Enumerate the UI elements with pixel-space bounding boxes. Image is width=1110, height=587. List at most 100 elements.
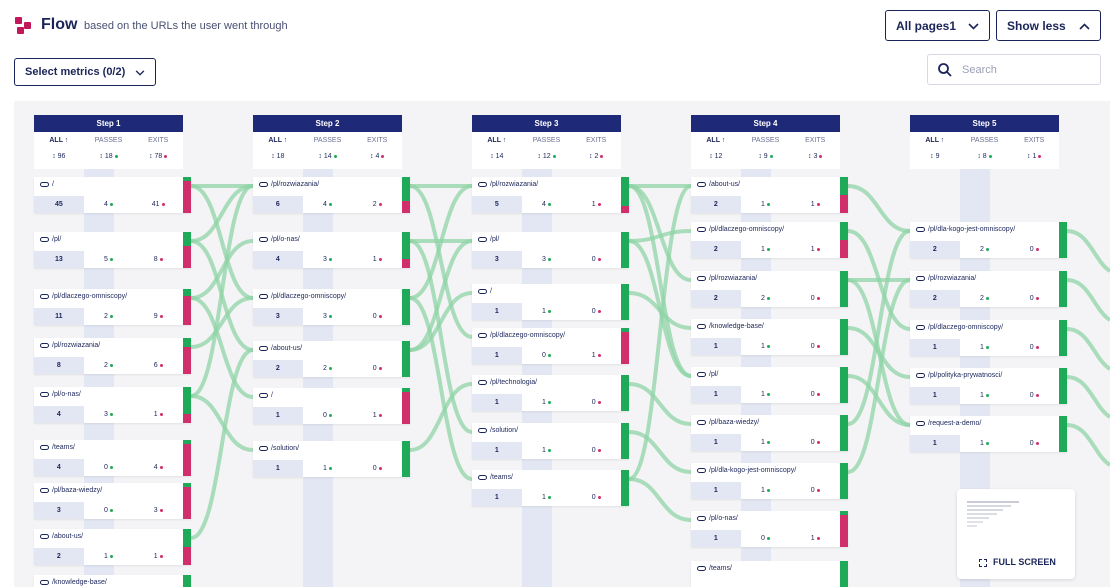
column-passes[interactable]: PASSES ↕ 12 <box>522 132 572 169</box>
column-passes[interactable]: PASSES ↕ 9 <box>741 132 791 169</box>
column-exits[interactable]: EXITS ↕ 78 <box>133 132 183 169</box>
flow-node[interactable]: / 1 0 1 <box>253 388 410 424</box>
flow-link[interactable] <box>190 348 254 540</box>
flow-link[interactable] <box>190 184 254 300</box>
flow-link[interactable] <box>409 184 473 339</box>
flow-node[interactable]: /teams/1 1 0 <box>472 470 629 506</box>
flow-link[interactable] <box>190 239 254 300</box>
flow-node[interactable]: /solution/1 1 0 <box>472 423 629 459</box>
flow-node[interactable]: /solution/1 1 0 <box>253 441 410 477</box>
flow-link[interactable] <box>1066 327 1110 371</box>
flow-link[interactable] <box>847 278 911 474</box>
flow-node[interactable]: /about-us/2 1 1 <box>34 529 191 565</box>
flow-node[interactable]: /about-us/2 2 0 <box>253 341 410 377</box>
flow-node[interactable]: /pl/rozwiazania/2 2 0 <box>691 271 848 307</box>
flow-node[interactable]: /pl/dla-kogo-jest-omniscopy/1 1 0 <box>691 463 848 499</box>
link-icon <box>916 372 925 378</box>
flow-node[interactable]: /pl/dla-kogo-jest-omniscopy/2 2 0 <box>910 222 1067 258</box>
flow-node[interactable]: / 45 4 41 <box>34 177 191 213</box>
flow-link[interactable] <box>628 430 692 474</box>
column-exits[interactable]: EXITS ↕ 3 <box>790 132 840 169</box>
flow-link[interactable] <box>847 278 911 427</box>
column-exits[interactable]: EXITS ↕ 1 <box>1009 132 1059 169</box>
flow-link[interactable] <box>628 382 692 426</box>
full-screen-button[interactable]: FULL SCREEN <box>979 557 1056 567</box>
flow-node[interactable]: /pl/rozwiazania/8 2 6 <box>34 338 191 374</box>
flow-node[interactable]: /knowledge-base/1 1 0 <box>691 319 848 355</box>
flow-link[interactable] <box>628 184 692 481</box>
flow-canvas[interactable]: Step 1 ALL ↑ ↕ 96 PASSES ↕ 18 EXITS ↕ 78/45 4 41… <box>14 101 1110 587</box>
column-all-sort[interactable]: ALL ↑ ↕ 14 <box>472 132 522 169</box>
flow-node[interactable]: /pl/dlaczego-omniscopy/1 0 1 <box>472 328 629 364</box>
column-exits[interactable]: EXITS ↕ 2 <box>571 132 621 169</box>
flow-node[interactable]: /1 1 0 <box>472 284 629 320</box>
flow-node[interactable]: /pl/o-nas/4 3 1 <box>253 232 410 268</box>
flow-node[interactable]: /pl/rozwiazania/6 4 2 <box>253 177 410 213</box>
flow-link[interactable] <box>847 229 911 426</box>
node-passes: 4 <box>303 196 353 213</box>
flow-node[interactable]: /pl/1 1 0 <box>691 367 848 403</box>
flow-link[interactable] <box>847 374 911 427</box>
flow-node[interactable]: /teams/4 0 4 <box>34 440 191 476</box>
column-passes[interactable]: PASSES ↕ 8 <box>960 132 1010 169</box>
show-less-toggle[interactable]: Show less <box>996 10 1101 41</box>
link-icon <box>478 181 487 187</box>
flow-link[interactable] <box>409 296 473 481</box>
flow-node[interactable]: /pl/baza-wiedzy/3 0 3 <box>34 483 191 519</box>
flow-node[interactable]: /pl/dlaczego-omniscopy/11 2 9 <box>34 289 191 325</box>
flow-node[interactable]: /pl/o-nas/4 3 1 <box>34 387 191 423</box>
exits-dot-icon <box>378 366 382 370</box>
column-exits[interactable]: EXITS ↕ 4 <box>352 132 402 169</box>
flow-link[interactable] <box>409 239 473 352</box>
passes-bar <box>183 338 191 347</box>
column-all-sort[interactable]: ALL ↑ ↕ 18 <box>253 132 303 169</box>
flow-node[interactable]: /pl/polityka-prywatnosci/1 1 0 <box>910 368 1067 404</box>
flow-node[interactable]: /request-a-demo/1 1 0 <box>910 416 1067 452</box>
select-metrics-dropdown[interactable]: Select metrics (0/2) <box>14 58 156 86</box>
flow-link[interactable] <box>1066 375 1110 419</box>
flow-link[interactable] <box>190 296 254 349</box>
column-passes[interactable]: PASSES ↕ 18 <box>84 132 134 169</box>
flow-link[interactable] <box>190 394 254 452</box>
search-box[interactable] <box>927 54 1101 85</box>
flow-link[interactable] <box>409 184 473 300</box>
exits-dot-icon <box>816 296 820 300</box>
flow-link[interactable] <box>190 239 254 352</box>
column-all-sort[interactable]: ALL ↑ ↕ 96 <box>34 132 84 169</box>
flow-node[interactable]: /pl/rozwiazania/2 2 0 <box>910 271 1067 307</box>
flow-node[interactable]: /pl/technologia/1 1 0 <box>472 375 629 411</box>
flow-link[interactable] <box>628 477 692 522</box>
flow-link[interactable] <box>1066 278 1110 322</box>
flow-link[interactable] <box>628 229 692 243</box>
flow-link[interactable] <box>1066 423 1110 467</box>
flow-link[interactable] <box>409 382 473 452</box>
flow-node[interactable]: /pl/13 5 8 <box>34 232 191 268</box>
column-all-sort[interactable]: ALL ↑ ↕ 9 <box>910 132 960 169</box>
flow-link[interactable] <box>847 184 911 233</box>
flow-node[interactable]: /pl/dlaczego-omniscopy/2 1 1 <box>691 222 848 258</box>
column-all-sort[interactable]: ALL ↑ ↕ 12 <box>691 132 741 169</box>
flow-node[interactable]: /teams/ <box>691 561 848 587</box>
flow-link[interactable] <box>1066 229 1110 273</box>
flow-node[interactable]: /about-us/2 1 1 <box>691 177 848 213</box>
flow-node[interactable]: /pl/o-nas/1 0 1 <box>691 511 848 547</box>
flow-node[interactable]: /pl/3 3 0 <box>472 232 629 268</box>
flow-link[interactable] <box>628 291 692 330</box>
minimap[interactable]: FULL SCREEN <box>957 489 1075 579</box>
flow-link[interactable] <box>190 296 254 399</box>
all-pages-dropdown[interactable]: All pages1 <box>885 10 990 41</box>
flow-node[interactable]: /knowledge-base/ <box>34 575 191 587</box>
flow-node[interactable]: /pl/baza-wiedzy/1 1 0 <box>691 415 848 451</box>
flow-node[interactable]: /pl/dlaczego-omniscopy/3 3 0 <box>253 289 410 325</box>
node-exits: 1 <box>571 347 621 364</box>
flow-node[interactable]: /pl/dlaczego-omniscopy/1 1 0 <box>910 320 1067 356</box>
flow-link[interactable] <box>409 239 473 434</box>
column-passes[interactable]: PASSES ↕ 14 <box>303 132 353 169</box>
flow-link[interactable] <box>190 184 254 243</box>
search-input[interactable] <box>962 61 1092 79</box>
page-subtitle: based on the URLs the user went through <box>84 20 288 32</box>
flow-node[interactable]: /pl/rozwiazania/5 4 1 <box>472 177 629 213</box>
flow-link[interactable] <box>628 184 692 378</box>
